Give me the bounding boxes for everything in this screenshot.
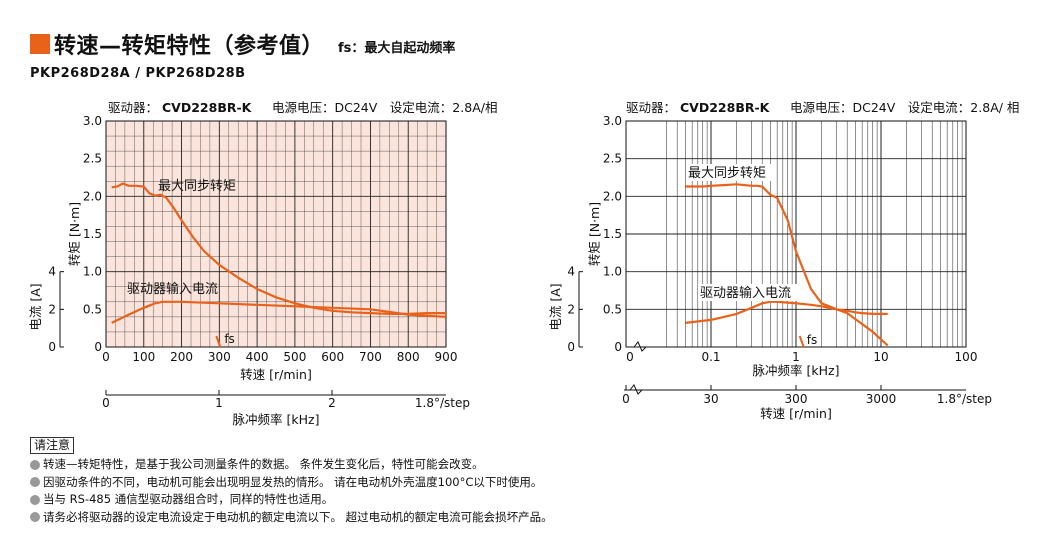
y-tick-label: 0 (614, 340, 622, 354)
current-tick-label: 4 (48, 265, 56, 279)
y-tick-label: 2.0 (603, 189, 622, 203)
current-axis-label: 电流 [A] (28, 283, 43, 330)
series-line-pullout-torque (685, 183, 888, 315)
bullet-icon (30, 477, 40, 488)
series-line-pullout-torque (111, 182, 446, 315)
x-tick-label: 0 (626, 350, 634, 364)
model-name: PKP268D28A / PKP268D28B (30, 66, 246, 81)
bullet-icon (30, 459, 40, 470)
series-label-current: 驱动器输入电流 (700, 285, 791, 301)
series-label-background (698, 284, 798, 301)
y-tick-label: 2.5 (83, 152, 102, 166)
y-tick-label: 3.0 (83, 114, 102, 128)
x-tick-label: 500 (283, 350, 306, 364)
chart-header-driver: CVD228BR-K (680, 100, 771, 115)
x-tick-label: 100 (132, 350, 155, 364)
notes-title: 请注意 (30, 437, 75, 454)
fs-label: fs (807, 333, 817, 347)
title-text: 转速—转矩特性（参考值） (54, 34, 325, 59)
y-tick-label: 2.5 (603, 152, 622, 166)
y-tick-label: 1.5 (83, 227, 102, 241)
y-tick-label: 0.5 (83, 302, 102, 316)
y-tick-label: 1.5 (603, 227, 622, 241)
y-tick-label: 0.5 (603, 302, 622, 316)
axis-break-mark (633, 341, 647, 352)
y-tick-label: 1.0 (83, 265, 102, 279)
current-tick-label: 2 (567, 302, 575, 316)
chart-header-label: 驱动器： (108, 100, 158, 115)
speed-tick-label: 300 (785, 392, 808, 406)
note-item: 转速—转矩特性，是基于我公司测量条件的数据。 条件发生变化后，特性可能会改变。 (30, 456, 553, 474)
series-label-background (686, 164, 772, 181)
fs-marker (215, 335, 222, 348)
note-item: 请务必将驱动器的设定电流设定于电动机的额定电流以下。 超过电动机的额定电流可能会… (30, 509, 553, 527)
current-tick-label: 4 (567, 265, 575, 279)
bullet-icon (30, 494, 40, 505)
x-tick-label: 400 (246, 350, 269, 364)
y-axis-label: 转矩 [N·m] (587, 202, 602, 266)
title-square-icon (30, 34, 50, 54)
x-tick-label: 100 (955, 350, 978, 364)
x-tick-label: 800 (397, 350, 420, 364)
bullet-icon (30, 512, 40, 523)
note-text: 因驱动条件的不同，电动机可能会出现明显发热的情形。 请在电动机外壳温度100°C… (43, 474, 543, 489)
series-label-current: 驱动器输入电流 (127, 281, 218, 297)
note-text: 请务必将驱动器的设定电流设定于电动机的额定电流以下。 超过电动机的额定电流可能会… (43, 509, 553, 524)
x-tick-label: 0.1 (701, 350, 720, 364)
x-axis-label: 脉冲频率 [kHz] (753, 363, 840, 378)
charts-area: 驱动器： CVD228BR-K 电源电压：DC24V 设定电流：2.8A/相 0 0.5… (28, 100, 1019, 427)
y-axis-label: 转矩 [N·m] (67, 202, 82, 266)
series-line-input-current (685, 300, 889, 347)
axis-break-mark (629, 384, 643, 395)
page-title: 转速—转矩特性（参考值） fs：最大自起动频率 (30, 28, 455, 60)
current-tick-label: 0 (48, 340, 56, 354)
note-text: 当与 RS-485 通信型驱动器组合时，同样的特性也适用。 (43, 492, 334, 506)
step-angle-label: 1.8°/step (937, 392, 992, 406)
current-axis-label: 电流 [A] (548, 283, 563, 330)
y-tick-label: 1.0 (603, 265, 622, 279)
chart-header-driver: CVD228BR-K (162, 100, 253, 115)
pulse-tick-label: 1 (215, 396, 223, 410)
x-tick-label: 600 (321, 350, 344, 364)
chart-header-label: 驱动器： (626, 100, 676, 115)
x-tick-label: 200 (170, 350, 193, 364)
fs-marker (798, 335, 805, 348)
x-tick-label: 900 (435, 350, 458, 364)
series-label-torque: 最大同步转矩 (688, 166, 766, 181)
note-item: 因驱动条件的不同，电动机可能会出现明显发热的情形。 请在电动机外壳温度100°C… (30, 474, 553, 492)
x-tick-label: 0 (102, 350, 110, 364)
step-angle-label: 1.8°/step (415, 396, 470, 410)
current-tick-label: 2 (48, 302, 56, 316)
fs-label: fs (224, 332, 234, 346)
note-text: 转速—转矩特性，是基于我公司测量条件的数据。 条件发生变化后，特性可能会改变。 (43, 457, 484, 471)
current-tick-label: 0 (567, 340, 575, 354)
x-tick-label: 700 (359, 350, 382, 364)
x-axis-label: 转速 [r/min] (240, 367, 312, 382)
notes-section: 请注意 转速—转矩特性，是基于我公司测量条件的数据。 条件发生变化后，特性可能会… (30, 437, 553, 526)
x-tick-label: 300 (208, 350, 231, 364)
pulse-tick-label: 2 (328, 396, 336, 410)
chart-header-conditions: 电源电压：DC24V 设定电流：2.8A/相 (272, 100, 497, 115)
series-label-torque: 最大同步转矩 (158, 179, 236, 194)
pulse-tick-label: 0 (102, 396, 110, 410)
series-line-input-current (111, 300, 447, 324)
x-tick-label: 10 (873, 350, 888, 364)
y-tick-label: 0 (94, 340, 102, 354)
speed-tick-label: 30 (703, 392, 718, 406)
speed-tick-label: 0 (622, 392, 630, 406)
title-subtitle: fs：最大自起动频率 (338, 40, 456, 56)
plot-frame (625, 120, 967, 348)
y-tick-label: 2.0 (83, 189, 102, 203)
speed-tick-label: 3000 (866, 392, 897, 406)
y-tick-label: 3.0 (603, 114, 622, 128)
chart-header-conditions: 电源电压：DC24V 设定电流：2.8A/ 相 (790, 100, 1019, 115)
speed-axis-label: 转速 [r/min] (760, 406, 832, 421)
note-item: 当与 RS-485 通信型驱动器组合时，同样的特性也适用。 (30, 491, 553, 509)
plot-frame (105, 120, 447, 348)
pulse-axis-label: 脉冲频率 [kHz] (233, 412, 320, 427)
x-tick-label: 1 (792, 350, 800, 364)
